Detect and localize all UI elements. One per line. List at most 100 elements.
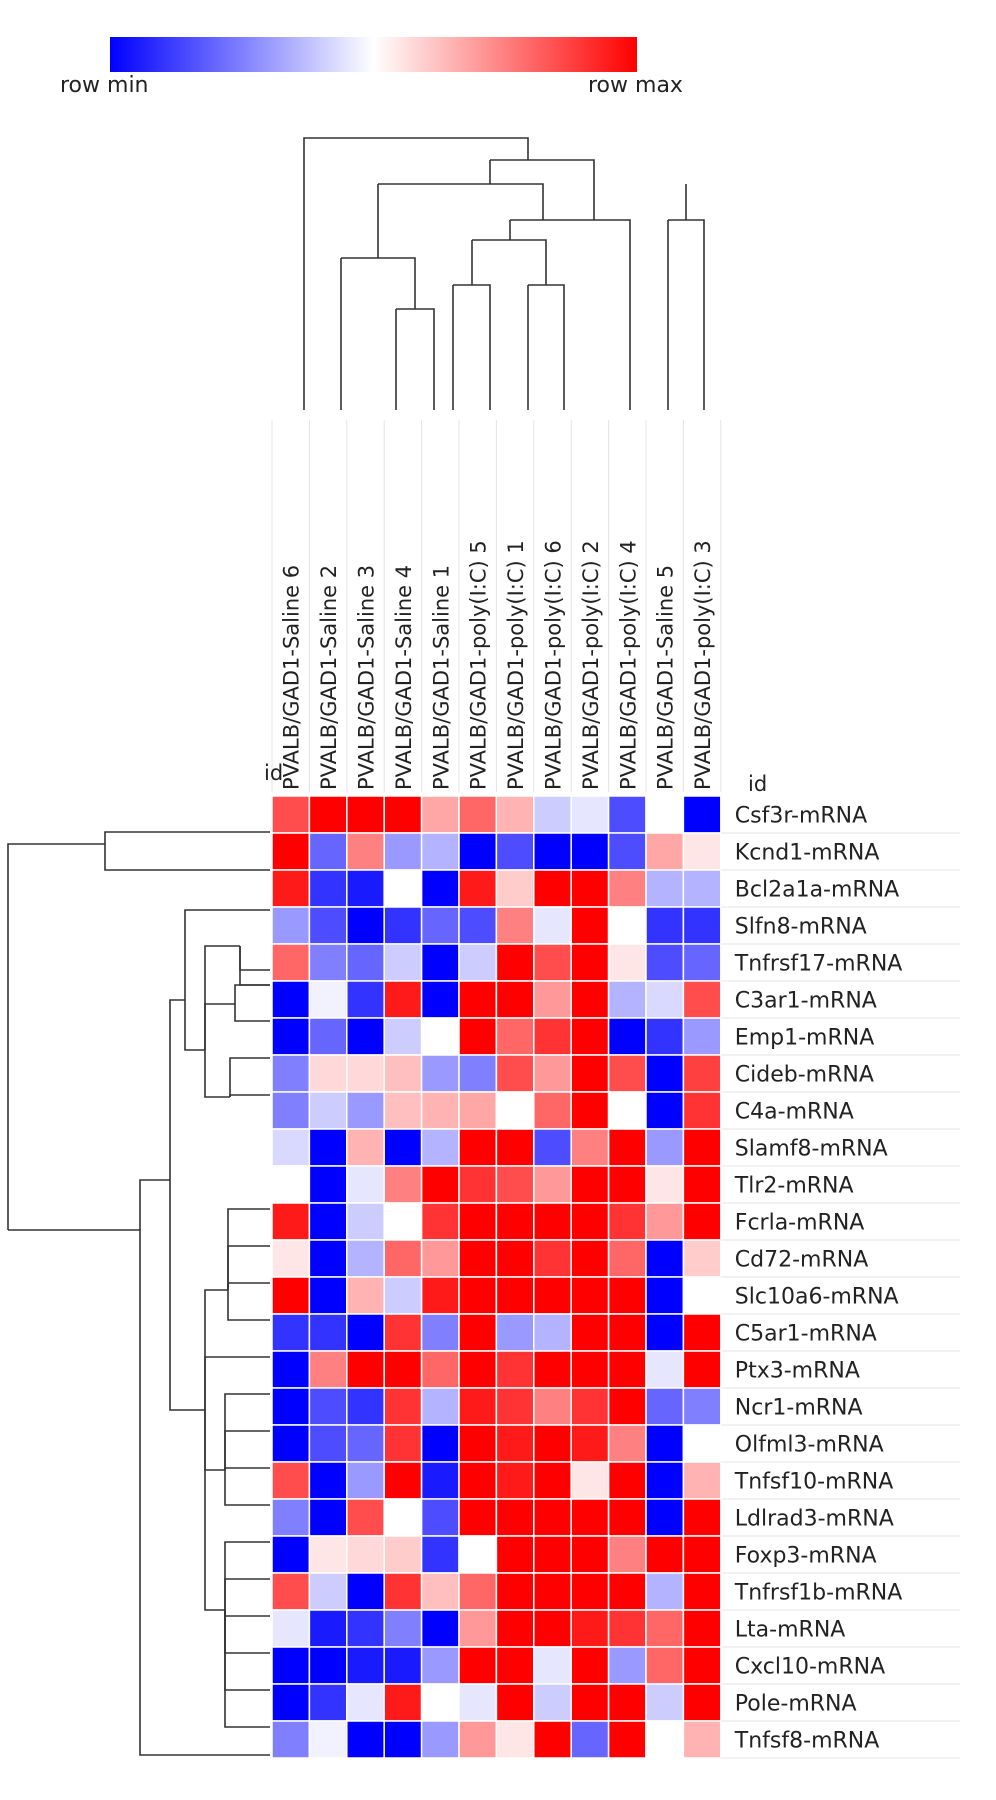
heatmap-cell	[570, 1091, 610, 1130]
heatmap-cell	[682, 906, 722, 945]
heatmap-cell	[533, 1646, 572, 1685]
heatmap-cell	[495, 1202, 535, 1241]
heatmap-cell	[495, 1498, 535, 1537]
heatmap-cell	[645, 980, 685, 1019]
heatmap-cell	[271, 1091, 311, 1130]
column-labels: PVALB/GAD1-Saline 6 PVALB/GAD1-Saline 2 PV…	[271, 420, 722, 792]
heatmap-cell	[682, 1165, 722, 1204]
corner-label-right: id	[748, 772, 767, 796]
heatmap-cell	[458, 1165, 498, 1204]
heatmap-cell	[420, 1609, 460, 1648]
heatmap-cell	[271, 906, 311, 945]
heatmap-cell	[570, 795, 610, 834]
heatmap-cell	[645, 869, 685, 908]
heatmap-cell	[645, 1350, 685, 1389]
heatmap-cell	[271, 1424, 311, 1463]
heatmap-cell	[533, 1387, 572, 1426]
heatmap-cell	[420, 1239, 460, 1278]
row-label: C3ar1-mRNA	[735, 989, 877, 1014]
heatmap-cell	[271, 1461, 311, 1500]
heatmap-cell	[607, 1165, 647, 1204]
heatmap-cell	[271, 1572, 311, 1611]
heatmap-cell	[682, 1461, 722, 1500]
heatmap-cell	[682, 1091, 722, 1130]
heatmap-cell	[383, 906, 423, 945]
heatmap-cell	[458, 1424, 498, 1463]
heatmap-cell	[458, 1720, 498, 1759]
heatmap-cell	[533, 1535, 572, 1574]
heatmap-cell	[346, 1498, 385, 1537]
heatmap-cell	[420, 1646, 460, 1685]
heatmap-cell	[682, 1424, 722, 1463]
heatmap-cell	[682, 1683, 722, 1722]
heatmap-cell	[495, 1313, 535, 1352]
heatmap-cell	[570, 869, 610, 908]
heatmap-cell	[308, 1387, 348, 1426]
heatmap-cell	[533, 980, 572, 1019]
heatmap-cell	[645, 1683, 685, 1722]
heatmap-cell	[458, 869, 498, 908]
heatmap-cell	[533, 1498, 572, 1537]
heatmap-cell	[645, 1461, 685, 1500]
heatmap-cell	[346, 906, 385, 945]
heatmap-cell	[308, 1572, 348, 1611]
heatmap-cell	[607, 943, 647, 982]
heatmap-cell	[607, 1424, 647, 1463]
heatmap-cell	[682, 795, 722, 834]
heatmap-cell	[420, 1054, 460, 1093]
heatmap-cell	[383, 1128, 423, 1167]
heatmap-cell	[308, 1313, 348, 1352]
heatmap-cells	[271, 795, 722, 1759]
heatmap-cell	[271, 1350, 311, 1389]
heatmap-cell	[420, 1387, 460, 1426]
heatmap-cell	[682, 1239, 722, 1278]
heatmap-cell	[383, 1572, 423, 1611]
heatmap-cell	[346, 1165, 385, 1204]
heatmap-cell	[346, 1535, 385, 1574]
heatmap-cell	[383, 1239, 423, 1278]
heatmap-cell	[570, 1350, 610, 1389]
heatmap-cell	[645, 1017, 685, 1056]
heatmap-cell	[607, 1609, 647, 1648]
heatmap-cell	[495, 1128, 535, 1167]
heatmap-cell	[420, 1424, 460, 1463]
heatmap-cell	[458, 1535, 498, 1574]
column-label: PVALB/GAD1-Saline 6	[280, 565, 304, 790]
heatmap-cell	[346, 980, 385, 1019]
heatmap-cell	[458, 795, 498, 834]
heatmap-cell	[308, 906, 348, 945]
heatmap-cell	[682, 1054, 722, 1093]
heatmap-cell	[682, 1387, 722, 1426]
heatmap-cell	[533, 1276, 572, 1315]
heatmap-cell	[607, 1572, 647, 1611]
heatmap-cell	[533, 1461, 572, 1500]
heatmap-cell	[383, 980, 423, 1019]
heatmap-cell	[383, 1720, 423, 1759]
heatmap-cell	[420, 869, 460, 908]
heatmap-cell	[458, 1683, 498, 1722]
heatmap-cell	[271, 1498, 311, 1537]
row-label: Foxp3-mRNA	[735, 1544, 877, 1569]
heatmap-cell	[383, 1646, 423, 1685]
heatmap-cell	[383, 1202, 423, 1241]
heatmap-cell	[458, 906, 498, 945]
column-label: PVALB/GAD1-poly(I:C) 4	[616, 540, 640, 790]
heatmap-cell	[346, 943, 385, 982]
heatmap-cell	[308, 1128, 348, 1167]
heatmap-cell	[458, 1350, 498, 1389]
legend-min-label: row min	[60, 73, 149, 98]
heatmap-cell	[458, 1017, 498, 1056]
heatmap-cell	[346, 1054, 385, 1093]
heatmap-cell	[495, 943, 535, 982]
heatmap-cell	[570, 1535, 610, 1574]
heatmap-cell	[458, 1091, 498, 1130]
row-label: Lta-mRNA	[735, 1618, 846, 1643]
heatmap-cell	[495, 1609, 535, 1648]
heatmap-cell	[458, 1128, 498, 1167]
heatmap-cell	[570, 1572, 610, 1611]
row-label: Slfn8-mRNA	[735, 915, 867, 940]
heatmap-cell	[420, 1350, 460, 1389]
heatmap-cell	[645, 1091, 685, 1130]
heatmap-cell	[570, 1202, 610, 1241]
heatmap-cell	[570, 1720, 610, 1759]
